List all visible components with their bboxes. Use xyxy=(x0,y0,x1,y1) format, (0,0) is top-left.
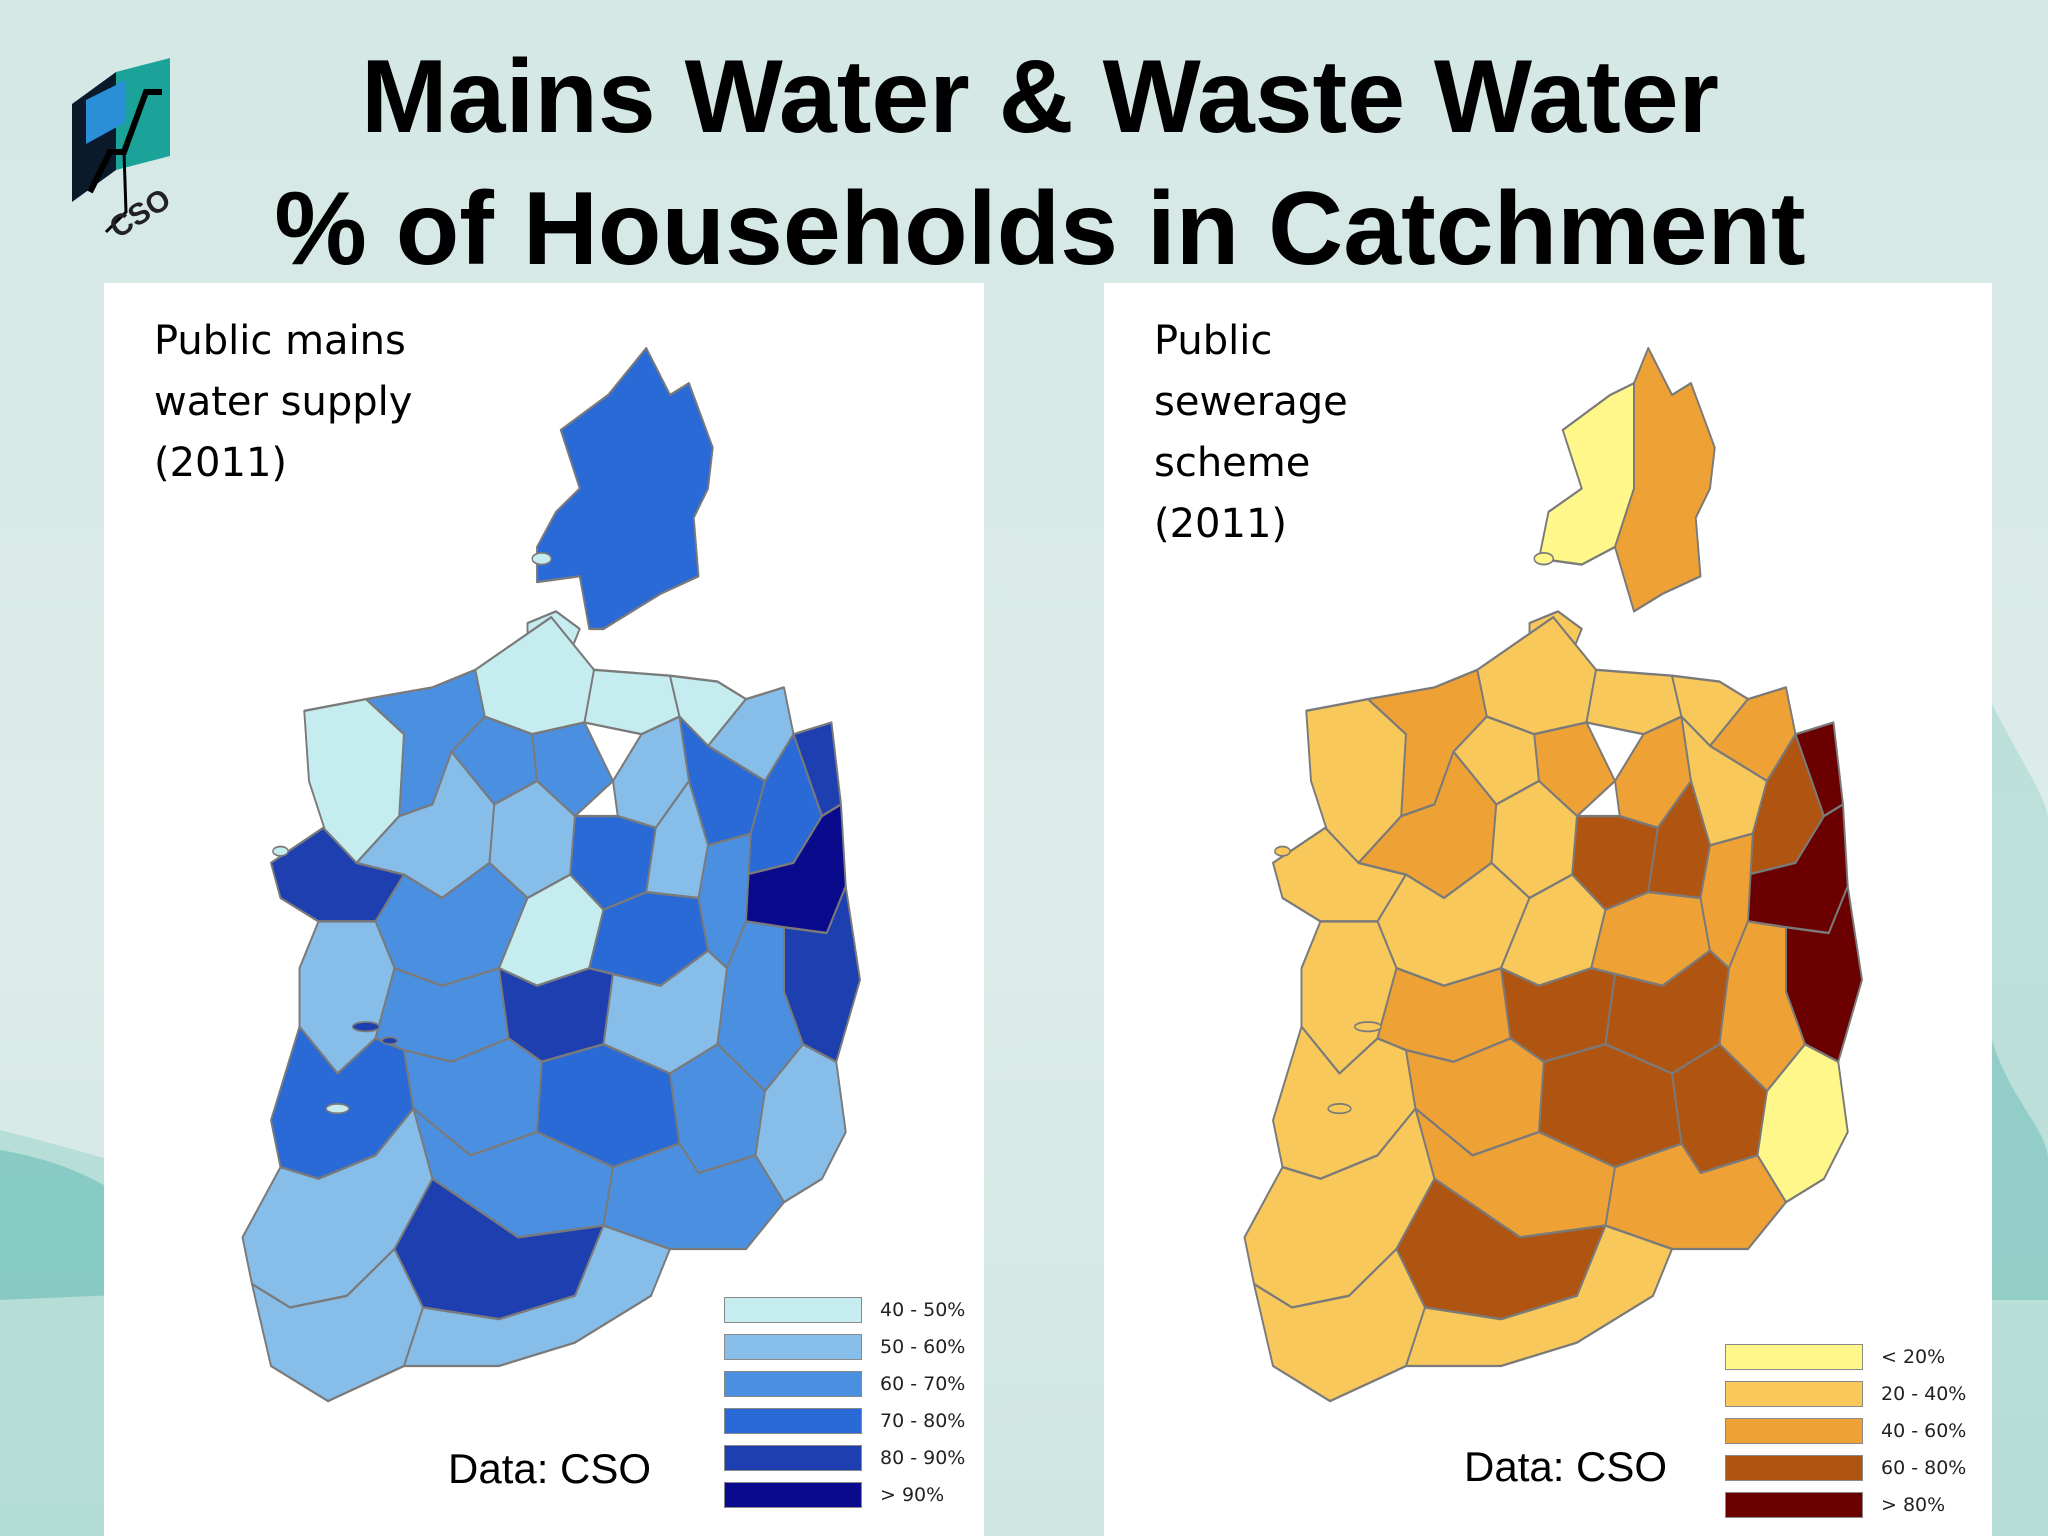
map-label-line: Public xyxy=(1154,318,1273,364)
legend-label: 40 - 50% xyxy=(880,1299,966,1321)
map-label-line: Public mains xyxy=(154,318,406,364)
region-roscommon-north xyxy=(1533,721,1616,818)
cso-logo-icon: CSO xyxy=(72,58,177,245)
legend-swatch xyxy=(724,1445,862,1471)
legend-swatch xyxy=(724,1371,862,1397)
map-label-line: sewerage xyxy=(1154,379,1348,425)
map-panel-mains-water: Public mains water supply (2011) 40 - 50… xyxy=(104,283,984,1536)
legend-label: > 80% xyxy=(1881,1494,1946,1516)
region-donegal-west xyxy=(1538,382,1635,566)
legend-swatch xyxy=(724,1297,862,1323)
legend-label: 80 - 90% xyxy=(880,1447,966,1469)
map-label-sewerage: Public sewerage scheme (2011) xyxy=(1154,311,1514,555)
region-donegal-east xyxy=(1614,346,1716,613)
legend-swatch xyxy=(1725,1455,1863,1481)
legend-label: 60 - 80% xyxy=(1881,1457,1967,1479)
legend-swatch xyxy=(1725,1344,1863,1370)
map-label-mains-water: Public mains water supply (2011) xyxy=(154,311,514,494)
slide-title-line-1: Mains Water & Waste Water xyxy=(360,39,1720,155)
region-donegal xyxy=(536,346,714,631)
legend-label: > 90% xyxy=(880,1484,945,1506)
legend-label: 60 - 70% xyxy=(880,1373,966,1395)
cso-logo-text: CSO xyxy=(104,182,177,242)
map-label-line: (2011) xyxy=(1154,501,1288,547)
legend-label: 70 - 80% xyxy=(880,1410,966,1432)
legend-swatch xyxy=(1725,1381,1863,1407)
data-source: Data: CSO xyxy=(448,1445,652,1492)
legend-swatch xyxy=(1725,1418,1863,1444)
ireland-map-mains-water xyxy=(241,346,861,1403)
legend-label: 20 - 40% xyxy=(1881,1383,1967,1405)
data-source: Data: CSO xyxy=(1464,1443,1668,1490)
map-label-line: water supply xyxy=(154,379,413,425)
legend-swatch xyxy=(724,1482,862,1508)
cso-logo: CSO xyxy=(66,52,196,245)
region-roscommon-north xyxy=(531,721,614,818)
legend-swatch xyxy=(724,1408,862,1434)
legend-label: < 20% xyxy=(1881,1346,1946,1368)
map-label-line: scheme xyxy=(1154,440,1311,486)
legend-label: 40 - 60% xyxy=(1881,1420,1967,1442)
ireland-map-sewerage xyxy=(1243,346,1863,1403)
slide-title-line-2: % of Households in Catchment xyxy=(274,171,1806,287)
map-panel-sewerage: Public sewerage scheme (2011) < 20% 20 -… xyxy=(1104,283,1992,1536)
legend-label: 50 - 60% xyxy=(880,1336,966,1358)
region-cork-east xyxy=(1405,1224,1673,1368)
region-cork-east xyxy=(403,1224,671,1368)
map-label-line: (2011) xyxy=(154,440,288,486)
legend-swatch xyxy=(1725,1492,1863,1518)
legend-swatch xyxy=(724,1334,862,1360)
